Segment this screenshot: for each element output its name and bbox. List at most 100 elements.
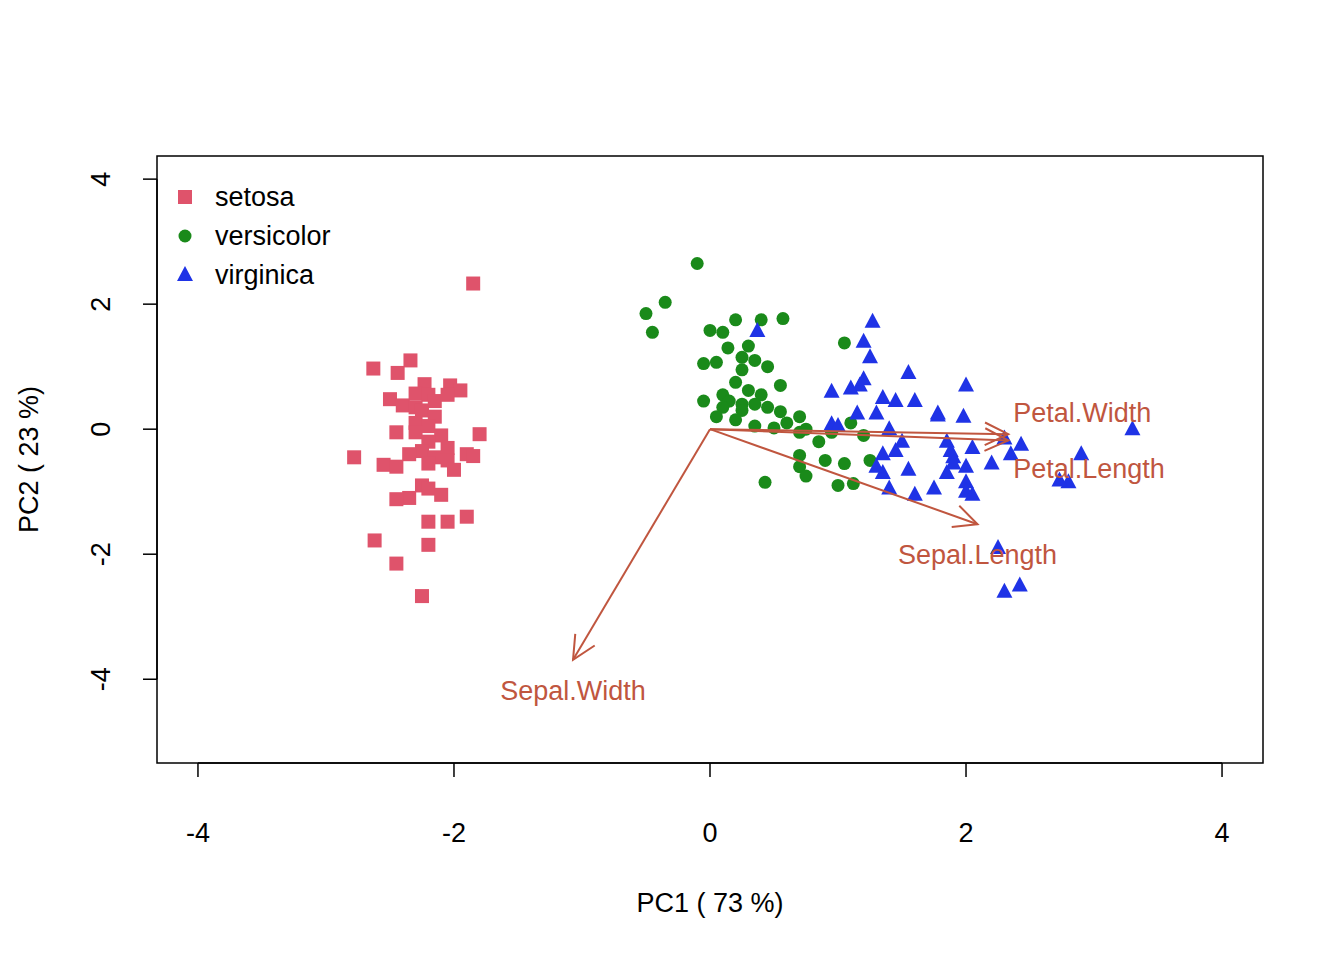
point — [453, 383, 467, 397]
y-tick — [143, 553, 157, 555]
point — [862, 348, 878, 363]
point — [830, 417, 846, 432]
point — [368, 533, 382, 547]
point — [402, 491, 416, 505]
point — [888, 392, 904, 407]
point — [729, 413, 742, 426]
point — [776, 312, 789, 325]
point — [434, 428, 448, 442]
legend-label: versicolor — [215, 221, 331, 251]
point — [774, 379, 787, 392]
x-tick — [709, 763, 711, 777]
point — [761, 360, 774, 373]
point — [441, 441, 455, 455]
point — [900, 461, 916, 476]
point — [704, 324, 717, 337]
point — [926, 480, 942, 495]
x-tick — [1221, 763, 1223, 777]
point — [697, 357, 710, 370]
point — [421, 538, 435, 552]
point — [389, 460, 403, 474]
point — [421, 457, 435, 471]
y-tick — [143, 178, 157, 180]
point — [824, 383, 840, 398]
loading-arrow — [710, 429, 978, 524]
legend-label: virginica — [215, 260, 315, 290]
point — [907, 392, 923, 407]
point — [800, 470, 813, 483]
point — [415, 444, 429, 458]
y-tick-label: 2 — [86, 297, 116, 312]
point — [347, 450, 361, 464]
point — [691, 257, 704, 270]
point — [409, 425, 423, 439]
point — [389, 425, 403, 439]
point — [710, 356, 723, 369]
point — [761, 401, 774, 414]
x-tick-label: 4 — [1215, 818, 1230, 848]
x-tick-label: -4 — [186, 818, 210, 848]
point — [421, 419, 435, 433]
point — [1013, 436, 1029, 451]
point — [888, 442, 904, 457]
point — [1012, 576, 1028, 591]
legend-marker — [179, 230, 192, 243]
point — [958, 458, 974, 473]
point — [996, 583, 1012, 598]
point — [716, 326, 729, 339]
point — [964, 439, 980, 454]
point — [389, 492, 403, 506]
y-tick-label: -2 — [86, 542, 116, 566]
point — [838, 457, 851, 470]
point — [742, 340, 755, 353]
point — [819, 454, 832, 467]
legend: setosaversicolorvirginica — [177, 182, 331, 290]
point — [868, 458, 884, 473]
point — [447, 463, 461, 477]
point — [391, 366, 405, 380]
point — [875, 445, 891, 460]
loading-arrow — [573, 429, 710, 660]
point — [780, 416, 793, 429]
point — [939, 464, 955, 479]
point — [441, 515, 455, 529]
point — [849, 405, 865, 420]
series-versicolor — [639, 257, 876, 492]
point — [659, 296, 672, 309]
point — [748, 354, 761, 367]
loading-arrowhead — [952, 506, 978, 527]
point — [415, 403, 429, 417]
x-tick-label: -2 — [442, 818, 466, 848]
point — [466, 277, 480, 291]
y-tick-label: 4 — [86, 172, 116, 187]
point — [907, 486, 923, 501]
point — [900, 364, 916, 379]
point — [868, 405, 884, 420]
point — [721, 341, 734, 354]
y-tick — [143, 678, 157, 680]
point — [736, 363, 749, 376]
point — [415, 589, 429, 603]
point — [697, 395, 710, 408]
point — [955, 408, 971, 423]
loading-arrow — [710, 429, 1008, 440]
loading-label: Petal.Length — [1013, 454, 1165, 484]
y-tick-label: 0 — [86, 422, 116, 437]
background — [0, 0, 1344, 960]
loading-label: Petal.Width — [1013, 398, 1151, 428]
point — [875, 389, 891, 404]
point — [748, 398, 761, 411]
point — [473, 427, 487, 441]
loading-arrowhead — [984, 428, 1008, 451]
point — [843, 380, 859, 395]
y-tick-label: -4 — [86, 667, 116, 691]
point — [856, 333, 872, 348]
plot-frame — [157, 156, 1263, 763]
point — [396, 398, 410, 412]
point — [742, 384, 755, 397]
legend-marker — [178, 190, 192, 204]
point — [838, 336, 851, 349]
point — [749, 322, 765, 337]
point — [710, 410, 723, 423]
point — [930, 406, 946, 421]
